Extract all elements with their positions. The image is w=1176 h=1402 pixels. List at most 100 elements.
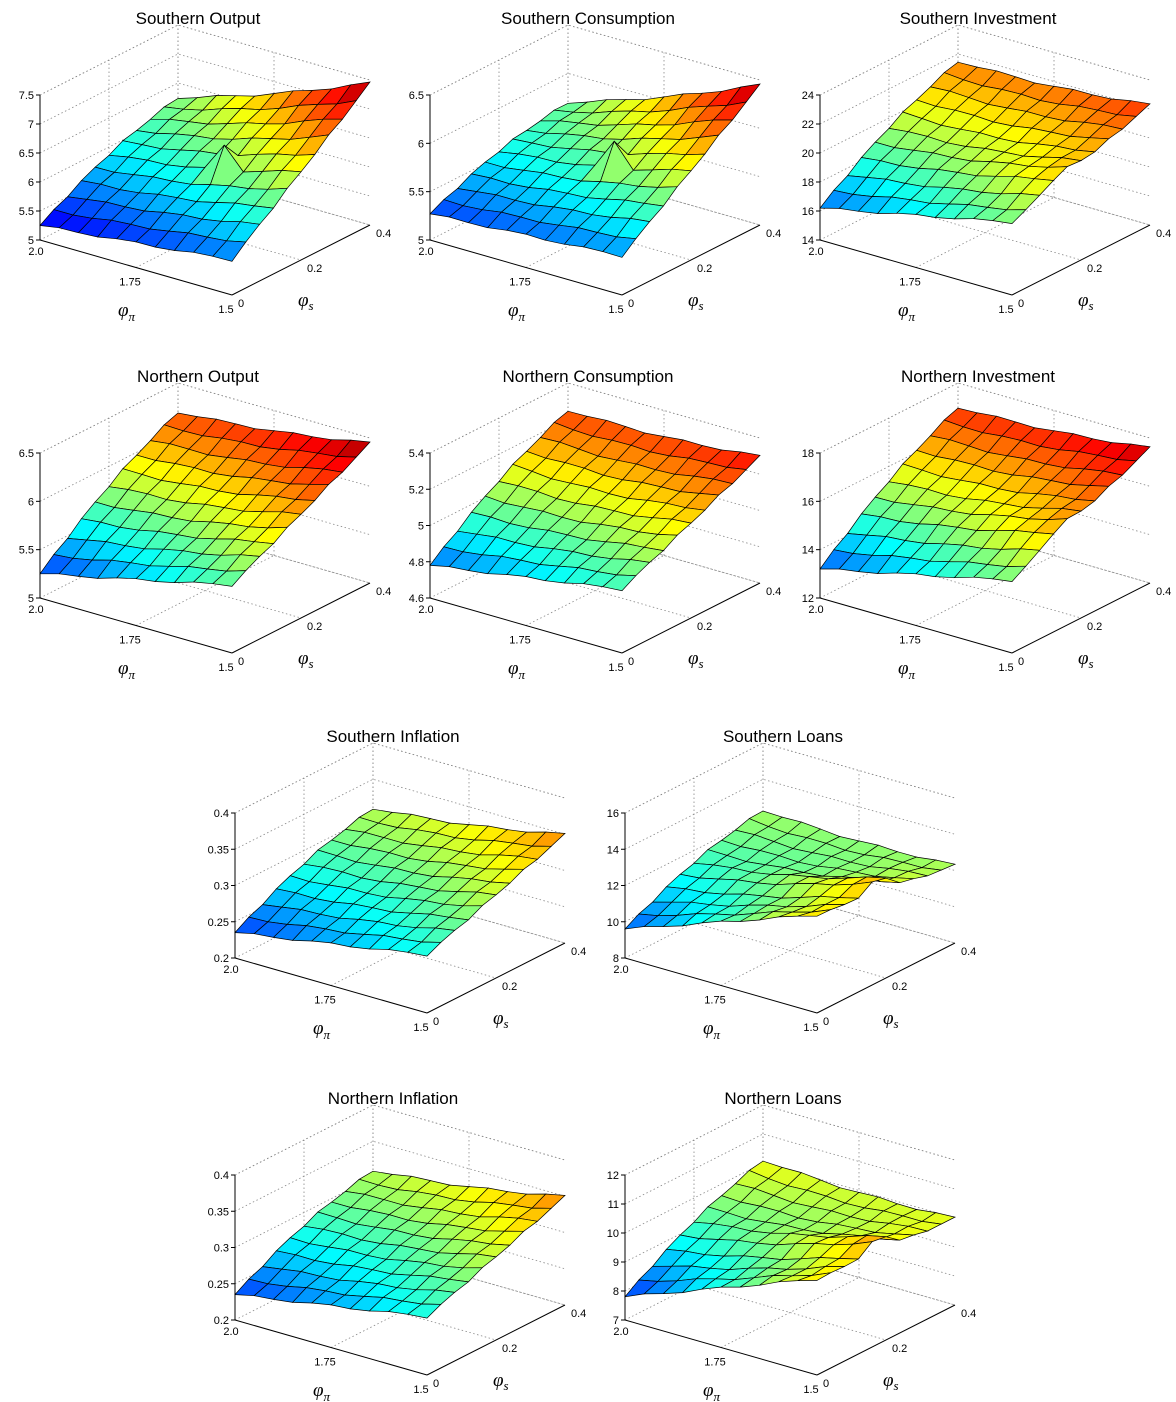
x-tick-label: 1.75 — [119, 277, 140, 289]
x-tick-label: 2.0 — [418, 246, 433, 258]
y-tick-label: 0 — [823, 1378, 829, 1390]
y-axis-symbol: φ — [883, 1008, 894, 1029]
z-tick-label: 14 — [802, 235, 814, 247]
x-tick-label: 1.5 — [998, 662, 1013, 674]
y-axis-label: φs — [688, 290, 704, 313]
y-axis-subscript: s — [1089, 298, 1094, 313]
tick-labels: 14 16 18 20 22 24 2.0 1.75 1.5 0 0.2 0.4 — [802, 90, 1172, 316]
x-axis-label: φπ — [508, 658, 526, 682]
z-tick-label: 5.5 — [19, 545, 34, 557]
x-axis-subscript: π — [324, 1027, 331, 1042]
panel-title: Southern Inflation — [326, 727, 459, 746]
y-tick-label: 0 — [238, 298, 244, 310]
x-tick-label: 2.0 — [223, 1326, 238, 1338]
tick-labels: 4.6 4.8 5 5.2 5.4 2.0 1.75 1.5 0 0.2 0.4 — [409, 448, 782, 674]
surface — [39, 412, 371, 587]
panel-southern-loans: 8 10 12 14 16 2.0 1.75 1.5 0 0.2 0.4 φπ φs Southern L… — [585, 718, 977, 1042]
surface — [624, 1160, 957, 1298]
z-tick-label: 5.5 — [409, 187, 424, 199]
y-tick-label: 0.4 — [376, 586, 391, 598]
x-axis-label: φπ — [118, 300, 136, 324]
z-tick-label: 6.5 — [409, 90, 424, 102]
surface — [39, 81, 371, 262]
x-tick-label: 1.75 — [314, 1357, 335, 1369]
x-axis-symbol: φ — [313, 1018, 324, 1039]
y-axis-symbol: φ — [493, 1008, 504, 1029]
y-axis-subscript: s — [894, 1016, 899, 1031]
x-axis-subscript: π — [519, 667, 526, 682]
x-axis-label: φπ — [703, 1018, 721, 1042]
x-tick-label: 1.75 — [704, 995, 725, 1007]
y-axis-symbol: φ — [688, 648, 699, 669]
z-tick-label: 20 — [802, 148, 814, 160]
panel-title: Southern Investment — [900, 9, 1057, 28]
y-axis-subscript: s — [894, 1378, 899, 1393]
y-axis-symbol: φ — [1078, 290, 1089, 311]
y-tick-label: 0.4 — [571, 946, 586, 958]
y-tick-label: 0.2 — [502, 981, 517, 993]
z-tick-label: 5.4 — [409, 448, 424, 460]
x-tick-label: 1.5 — [803, 1022, 818, 1034]
y-axis-label: φs — [493, 1008, 509, 1031]
y-tick-label: 0.4 — [1156, 228, 1171, 240]
surface — [819, 407, 1151, 582]
x-axis-label: φπ — [703, 1380, 721, 1402]
z-tick-label: 12 — [607, 1170, 619, 1182]
x-axis-label: φπ — [313, 1380, 331, 1402]
x-tick-label: 2.0 — [613, 964, 628, 976]
x-tick-label: 2.0 — [808, 604, 823, 616]
z-tick-label: 0.4 — [214, 808, 229, 820]
z-tick-label: 0.2 — [214, 1315, 229, 1327]
y-tick-label: 0 — [628, 656, 634, 668]
z-tick-label: 11 — [608, 1199, 619, 1211]
axes — [819, 95, 1151, 296]
x-tick-label: 2.0 — [808, 246, 823, 258]
z-tick-label: 5 — [28, 235, 34, 247]
y-tick-label: 0.2 — [892, 1343, 907, 1355]
x-axis-symbol: φ — [703, 1380, 714, 1401]
y-tick-label: 0.2 — [697, 263, 712, 275]
x-axis-label: φπ — [118, 658, 136, 682]
x-tick-label: 1.75 — [509, 635, 530, 647]
panel-title: Northern Inflation — [328, 1089, 458, 1108]
surface-cell — [992, 565, 1027, 582]
x-axis-symbol: φ — [898, 658, 909, 679]
y-axis-symbol: φ — [1078, 648, 1089, 669]
tick-labels: 12 14 16 18 2.0 1.75 1.5 0 0.2 0.4 — [802, 448, 1172, 674]
surface-cell — [406, 1303, 442, 1319]
y-axis-label: φs — [298, 290, 314, 313]
z-tick-label: 0.25 — [208, 917, 229, 929]
z-tick-label: 7 — [613, 1315, 619, 1327]
y-axis-subscript: s — [309, 656, 314, 671]
x-tick-label: 1.5 — [413, 1022, 428, 1034]
z-tick-label: 6 — [28, 177, 34, 189]
x-tick-label: 2.0 — [613, 1326, 628, 1338]
panel-northern-inflation: 0.2 0.25 0.3 0.35 0.4 2.0 1.75 1.5 0 0.2 0.4 φπ φs No… — [195, 1080, 587, 1402]
x-axis-symbol: φ — [508, 300, 519, 321]
panel-southern-investment: 14 16 18 20 22 24 2.0 1.75 1.5 0 0.2 0.4 φπ φs Souther… — [780, 0, 1172, 324]
y-tick-label: 0.4 — [766, 228, 781, 240]
z-tick-label: 12 — [607, 881, 619, 893]
x-tick-label: 1.5 — [608, 304, 623, 316]
x-axis-symbol: φ — [703, 1018, 714, 1039]
y-axis-label: φs — [688, 648, 704, 671]
x-axis-symbol: φ — [118, 658, 129, 679]
y-axis-label: φs — [298, 648, 314, 671]
z-tick-label: 22 — [802, 119, 814, 131]
tick-labels: 8 10 12 14 16 2.0 1.75 1.5 0 0.2 0.4 — [607, 808, 977, 1034]
y-tick-label: 0 — [1018, 298, 1024, 310]
z-tick-label: 5 — [418, 521, 424, 533]
y-axis-label: φs — [1078, 290, 1094, 313]
z-tick-label: 6 — [418, 138, 424, 150]
tick-labels: 5 5.5 6 6.5 2.0 1.75 1.5 0 0.2 0.4 — [409, 90, 782, 316]
z-tick-label: 14 — [802, 545, 814, 557]
x-tick-label: 1.5 — [998, 304, 1013, 316]
y-axis-subscript: s — [699, 298, 704, 313]
x-axis-label: φπ — [898, 300, 916, 324]
z-tick-label: 0.35 — [208, 844, 229, 856]
tick-labels: 5 5.5 6 6.5 7 7.5 2.0 1.75 1.5 0 0.2 0.4 — [19, 90, 392, 316]
x-axis-subscript: π — [324, 1389, 331, 1402]
